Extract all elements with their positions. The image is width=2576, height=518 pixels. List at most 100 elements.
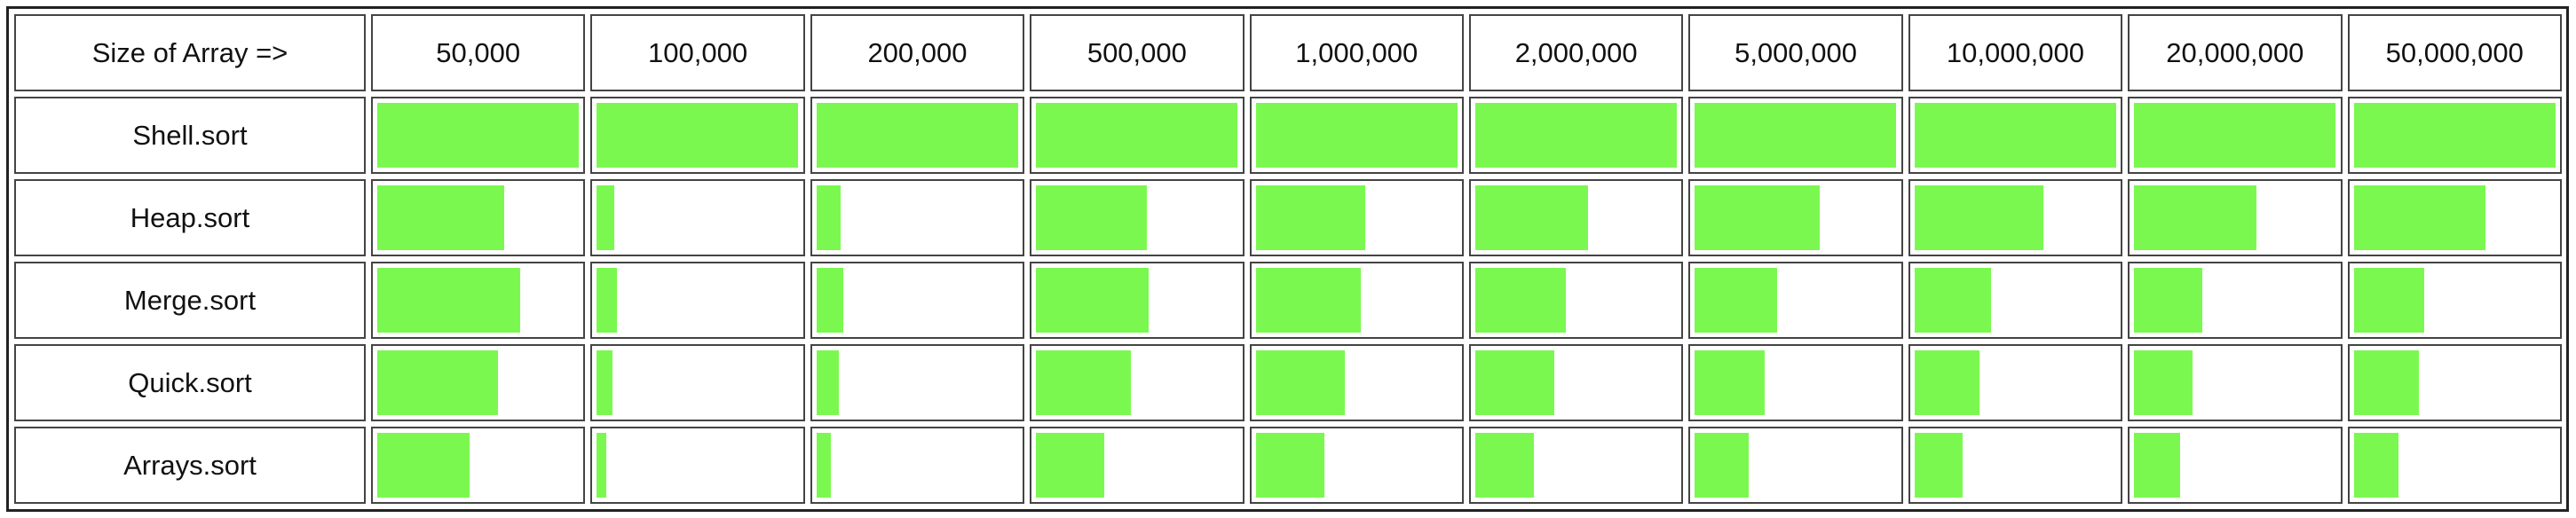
table-row: Heap.sort <box>14 179 2562 256</box>
bar-cell <box>2128 97 2343 174</box>
row-label: Arrays.sort <box>14 427 366 504</box>
bar-cell <box>810 427 1025 504</box>
bar <box>1255 433 1324 498</box>
bar <box>2134 103 2336 168</box>
header-row: Size of Array => 50,000 100,000 200,000 500… <box>14 14 2562 91</box>
bar-cell <box>1249 97 1464 174</box>
bar-cell <box>810 179 1025 256</box>
bar-cell <box>2128 179 2343 256</box>
bar <box>1255 350 1345 415</box>
bar <box>1036 103 1238 168</box>
bar <box>1914 103 2116 168</box>
bar <box>597 268 618 333</box>
bar-cell <box>1468 179 1684 256</box>
bar-cell <box>1030 427 1245 504</box>
bar-cell <box>1908 344 2123 421</box>
table-row: Merge.sort <box>14 262 2562 339</box>
bar <box>377 185 504 250</box>
bar-cell <box>1249 262 1464 339</box>
bar <box>377 433 470 498</box>
bar <box>1695 268 1778 333</box>
bar <box>1036 268 1150 333</box>
bar <box>2353 350 2419 415</box>
bar-cell <box>1030 344 1245 421</box>
bar-cell <box>810 344 1025 421</box>
bar-cell <box>1688 97 1903 174</box>
bar <box>1474 433 1534 498</box>
row-label: Quick.sort <box>14 344 366 421</box>
bar-cell <box>2128 262 2343 339</box>
bar-cell <box>1249 179 1464 256</box>
bar <box>2134 185 2257 250</box>
benchmark-table: Size of Array => 50,000 100,000 200,000 500… <box>9 9 2567 509</box>
bar-cell <box>2347 262 2562 339</box>
bar-cell <box>371 344 586 421</box>
table-row: Shell.sort <box>14 97 2562 174</box>
bar-cell <box>1688 179 1903 256</box>
bar <box>1474 185 1588 250</box>
column-header: 200,000 <box>810 14 1025 91</box>
bar-cell <box>1249 427 1464 504</box>
bar-cell <box>371 97 586 174</box>
bar <box>1474 268 1566 333</box>
bar <box>1695 103 1897 168</box>
bar <box>1914 350 1979 415</box>
bar <box>2353 103 2556 168</box>
bar-cell <box>1688 344 1903 421</box>
column-header: 2,000,000 <box>1468 14 1684 91</box>
column-header: 5,000,000 <box>1688 14 1903 91</box>
bar <box>1914 433 1963 498</box>
bar-cell <box>1908 262 2123 339</box>
bar-cell <box>1030 262 1245 339</box>
bar <box>1474 103 1677 168</box>
bar-cell <box>1908 427 2123 504</box>
bar-cell <box>810 262 1025 339</box>
row-label: Merge.sort <box>14 262 366 339</box>
bar-cell <box>590 97 805 174</box>
column-header: 20,000,000 <box>2128 14 2343 91</box>
table-row: Arrays.sort <box>14 427 2562 504</box>
bar <box>1255 268 1361 333</box>
table-frame <box>6 6 2569 512</box>
table-row: Quick.sort <box>14 344 2562 421</box>
bar-cell <box>2347 344 2562 421</box>
bar-cell <box>1030 97 1245 174</box>
column-header: 1,000,000 <box>1249 14 1464 91</box>
bar-cell <box>2128 427 2343 504</box>
bar <box>377 350 498 415</box>
bar <box>816 433 831 498</box>
column-header: 10,000,000 <box>1908 14 2123 91</box>
bar-cell <box>1908 179 2123 256</box>
bar <box>816 350 839 415</box>
bar-cell <box>1249 344 1464 421</box>
bar <box>597 350 613 415</box>
bar-cell <box>810 97 1025 174</box>
bar-cell <box>1468 97 1684 174</box>
bar <box>816 103 1018 168</box>
bar <box>377 103 579 168</box>
corner-label: Size of Array => <box>14 14 366 91</box>
bar <box>2134 350 2193 415</box>
bar-cell <box>371 179 586 256</box>
column-header: 50,000 <box>371 14 586 91</box>
bar <box>1255 185 1365 250</box>
bar <box>1914 185 2043 250</box>
bar <box>1036 433 1105 498</box>
bar <box>1695 350 1766 415</box>
bar-cell <box>1468 262 1684 339</box>
bar <box>1695 185 1821 250</box>
bar-cell <box>590 179 805 256</box>
column-header: 100,000 <box>590 14 805 91</box>
bar-cell <box>1908 97 2123 174</box>
bar-cell <box>590 262 805 339</box>
row-label: Shell.sort <box>14 97 366 174</box>
column-header: 500,000 <box>1030 14 1245 91</box>
bar-cell <box>1468 344 1684 421</box>
bar <box>2353 433 2398 498</box>
bar-cell <box>590 427 805 504</box>
bar-cell <box>2128 344 2343 421</box>
bar <box>1914 268 1991 333</box>
bar <box>1036 350 1132 415</box>
bar <box>1474 350 1554 415</box>
column-header: 50,000,000 <box>2347 14 2562 91</box>
